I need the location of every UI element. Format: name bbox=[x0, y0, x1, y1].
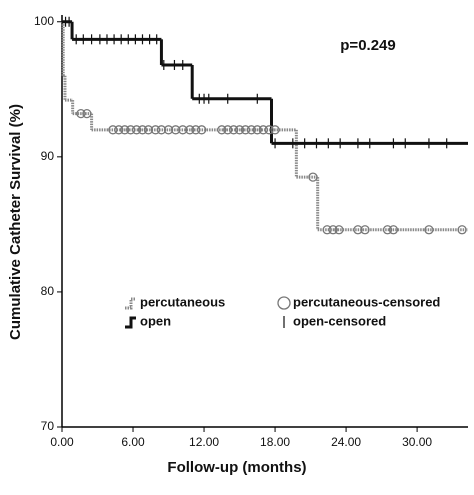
censor-circle bbox=[252, 125, 262, 135]
y-tick-label: 100 bbox=[34, 14, 54, 28]
censor-circle bbox=[322, 225, 332, 235]
censor-circle bbox=[240, 125, 251, 135]
censor-circle bbox=[114, 125, 124, 135]
x-tick-label: 0.00 bbox=[50, 435, 74, 449]
censor-circle bbox=[228, 125, 239, 135]
censor-circle bbox=[328, 225, 338, 235]
censor-circle bbox=[137, 125, 148, 135]
x-tick-label: 30.00 bbox=[402, 435, 432, 449]
censor-circle bbox=[234, 125, 245, 135]
censor-circle bbox=[143, 125, 154, 135]
x-tick-label: 18.00 bbox=[260, 435, 290, 449]
legend-label: open-censored bbox=[293, 313, 386, 328]
censor-circle bbox=[120, 125, 130, 135]
y-tick-label: 90 bbox=[41, 149, 55, 163]
x-tick-label: 24.00 bbox=[331, 435, 361, 449]
censor-circle bbox=[353, 225, 363, 235]
censor-circle bbox=[178, 125, 188, 135]
censor-circle bbox=[131, 125, 142, 135]
censor-circle bbox=[360, 225, 370, 235]
censor-circle bbox=[270, 125, 280, 135]
p-value: p=0.249 bbox=[340, 37, 395, 54]
censor-circle bbox=[217, 125, 227, 135]
censor-circle bbox=[163, 125, 174, 135]
y-axis-label: Cumulative Catheter Survival (%) bbox=[7, 104, 24, 340]
x-axis-label: Follow-up (months) bbox=[167, 459, 306, 476]
legend-icon bbox=[125, 297, 136, 310]
y-tick-label: 80 bbox=[41, 284, 55, 298]
x-tick-label: 12.00 bbox=[189, 435, 219, 449]
censor-circle bbox=[150, 125, 161, 135]
x-tick-label: 6.00 bbox=[121, 435, 145, 449]
censor-circle bbox=[76, 108, 86, 119]
censor-circle bbox=[108, 125, 118, 135]
y-tick-label: 70 bbox=[41, 419, 55, 433]
censor-circle bbox=[197, 125, 207, 135]
legend-label: percutaneous bbox=[140, 294, 225, 309]
censor-circle bbox=[191, 125, 201, 135]
censor-circle bbox=[308, 172, 318, 182]
legend-icon bbox=[125, 316, 136, 329]
censor-circle bbox=[457, 225, 467, 235]
censor-circle bbox=[170, 125, 181, 135]
censor-circle bbox=[258, 125, 268, 135]
censor-circle bbox=[126, 125, 136, 135]
censor-circle bbox=[334, 225, 344, 235]
censor-circle bbox=[424, 225, 434, 235]
censor-circle bbox=[246, 125, 257, 135]
censor-circle bbox=[185, 125, 195, 135]
legend-label: open bbox=[140, 313, 171, 328]
censor-circle bbox=[156, 125, 167, 135]
censor-circle bbox=[82, 108, 92, 119]
censor-circle bbox=[382, 225, 393, 235]
censor-circle bbox=[264, 125, 274, 135]
censor-circle bbox=[223, 125, 233, 135]
legend-icon bbox=[277, 296, 291, 310]
legend-label: percutaneous-censored bbox=[293, 294, 440, 309]
censor-circle bbox=[388, 225, 399, 235]
